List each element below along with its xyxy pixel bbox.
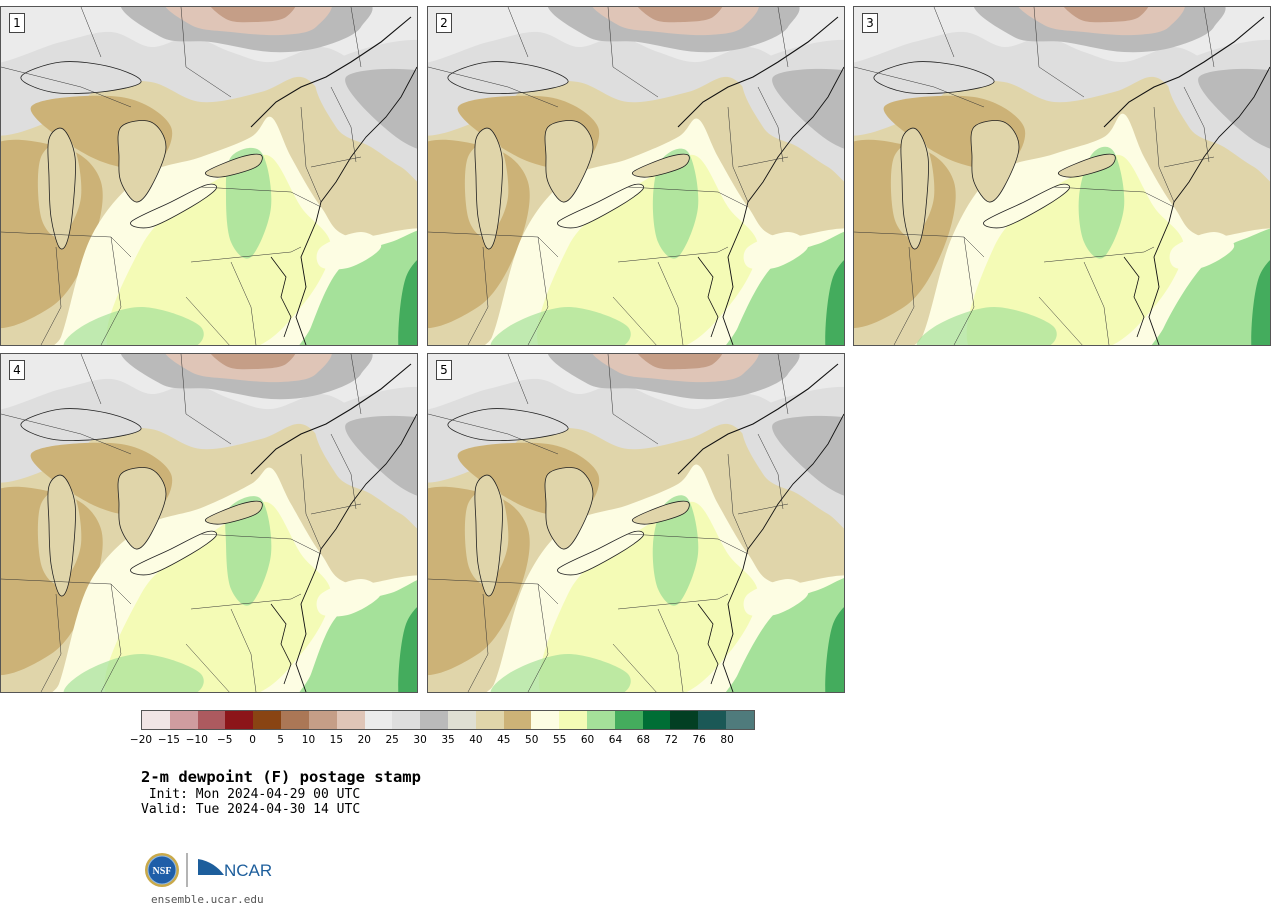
map-panel-2: 2 bbox=[427, 6, 845, 346]
colorbar-swatch bbox=[642, 711, 671, 729]
colorbar bbox=[141, 710, 755, 730]
colorbar-swatch bbox=[364, 711, 393, 729]
colorbar-swatch bbox=[726, 711, 754, 729]
colorbar-tick-label: 64 bbox=[608, 734, 623, 746]
dewpoint-map-2 bbox=[428, 7, 844, 345]
map-panel-4: 4 bbox=[0, 353, 418, 693]
panel-number-1: 1 bbox=[9, 13, 25, 33]
colorbar-tick-label: 20 bbox=[357, 734, 371, 746]
colorbar-swatch bbox=[614, 711, 643, 729]
dewpoint-map-3 bbox=[854, 7, 1270, 345]
colorbar-swatch bbox=[225, 711, 254, 729]
colorbar-tick-label: −5 bbox=[216, 734, 233, 746]
ncar-logo: NCAR bbox=[198, 859, 272, 880]
dewpoint-map-1 bbox=[1, 7, 417, 345]
ncar-logo-text: NCAR bbox=[224, 861, 272, 880]
colorbar-tick-label: 72 bbox=[664, 734, 678, 746]
colorbar-tick-label: 80 bbox=[720, 734, 734, 746]
colorbar-tick-label: −15 bbox=[157, 734, 180, 746]
colorbar-tick-label: 35 bbox=[441, 734, 455, 746]
website-text: ensemble.ucar.edu bbox=[151, 893, 264, 906]
colorbar-tick-label: −20 bbox=[129, 734, 153, 746]
colorbar-tick-label: 60 bbox=[580, 734, 595, 746]
colorbar-swatch bbox=[336, 711, 365, 729]
colorbar-tick-label: 55 bbox=[552, 734, 567, 746]
colorbar-tick-label: 45 bbox=[497, 734, 511, 746]
nsf-logo-text: NSF bbox=[153, 866, 172, 877]
colorbar-tick-label: 50 bbox=[525, 734, 539, 746]
map-panel-3: 3 bbox=[853, 6, 1271, 346]
colorbar-tick-label: 10 bbox=[301, 734, 316, 746]
colorbar-swatch bbox=[392, 711, 421, 729]
panel-number-4: 4 bbox=[9, 360, 25, 380]
colorbar-tick-label: 68 bbox=[636, 734, 651, 746]
colorbar-tick-label: 40 bbox=[469, 734, 483, 746]
panel-number-2: 2 bbox=[436, 13, 452, 33]
dewpoint-map-4 bbox=[1, 354, 417, 692]
nsf-logo: NSF bbox=[145, 853, 179, 887]
colorbar-swatch bbox=[531, 711, 560, 729]
colorbar-tick-label: 25 bbox=[385, 734, 399, 746]
colorbar-tick-label: 15 bbox=[329, 734, 344, 746]
colorbar-swatch bbox=[670, 711, 699, 729]
colorbar-tick-label: 76 bbox=[692, 734, 706, 746]
colorbar-tick-label: 0 bbox=[249, 734, 256, 746]
colorbar-swatch bbox=[559, 711, 587, 729]
colorbar-swatch bbox=[253, 711, 282, 729]
colorbar-swatch bbox=[142, 711, 170, 729]
colorbar-swatch bbox=[503, 711, 532, 729]
nsf-ncar-logos: NSF NCAR bbox=[145, 853, 272, 887]
map-panel-5: 5 bbox=[427, 353, 845, 693]
valid-time: Valid: Tue 2024-04-30 14 UTC bbox=[141, 802, 361, 817]
colorbar-tick-label: −10 bbox=[185, 734, 208, 746]
colorbar-tick-label: 30 bbox=[413, 734, 427, 746]
colorbar-tick-labels: −20 −15 −10 −5 0 5 10 15 20 25 30 35 40 45 50 55 60 64 68 7… bbox=[130, 734, 755, 748]
colorbar-swatch bbox=[420, 711, 448, 729]
colorbar-swatch bbox=[281, 711, 309, 729]
colorbar-swatch bbox=[475, 711, 504, 729]
panel-number-3: 3 bbox=[862, 13, 878, 33]
colorbar-swatch bbox=[169, 711, 198, 729]
chart-title: 2-m dewpoint (F) postage stamp bbox=[141, 768, 421, 786]
init-time: Init: Mon 2024-04-29 00 UTC bbox=[141, 787, 361, 802]
colorbar-swatch bbox=[698, 711, 727, 729]
dewpoint-map-5 bbox=[428, 354, 844, 692]
panel-number-5: 5 bbox=[436, 360, 452, 380]
colorbar-swatch bbox=[197, 711, 226, 729]
colorbar-swatch bbox=[587, 711, 615, 729]
map-panel-1: 1 bbox=[0, 6, 418, 346]
colorbar-swatch bbox=[308, 711, 337, 729]
colorbar-swatch bbox=[447, 711, 476, 729]
colorbar-tick-label: 5 bbox=[277, 734, 284, 746]
